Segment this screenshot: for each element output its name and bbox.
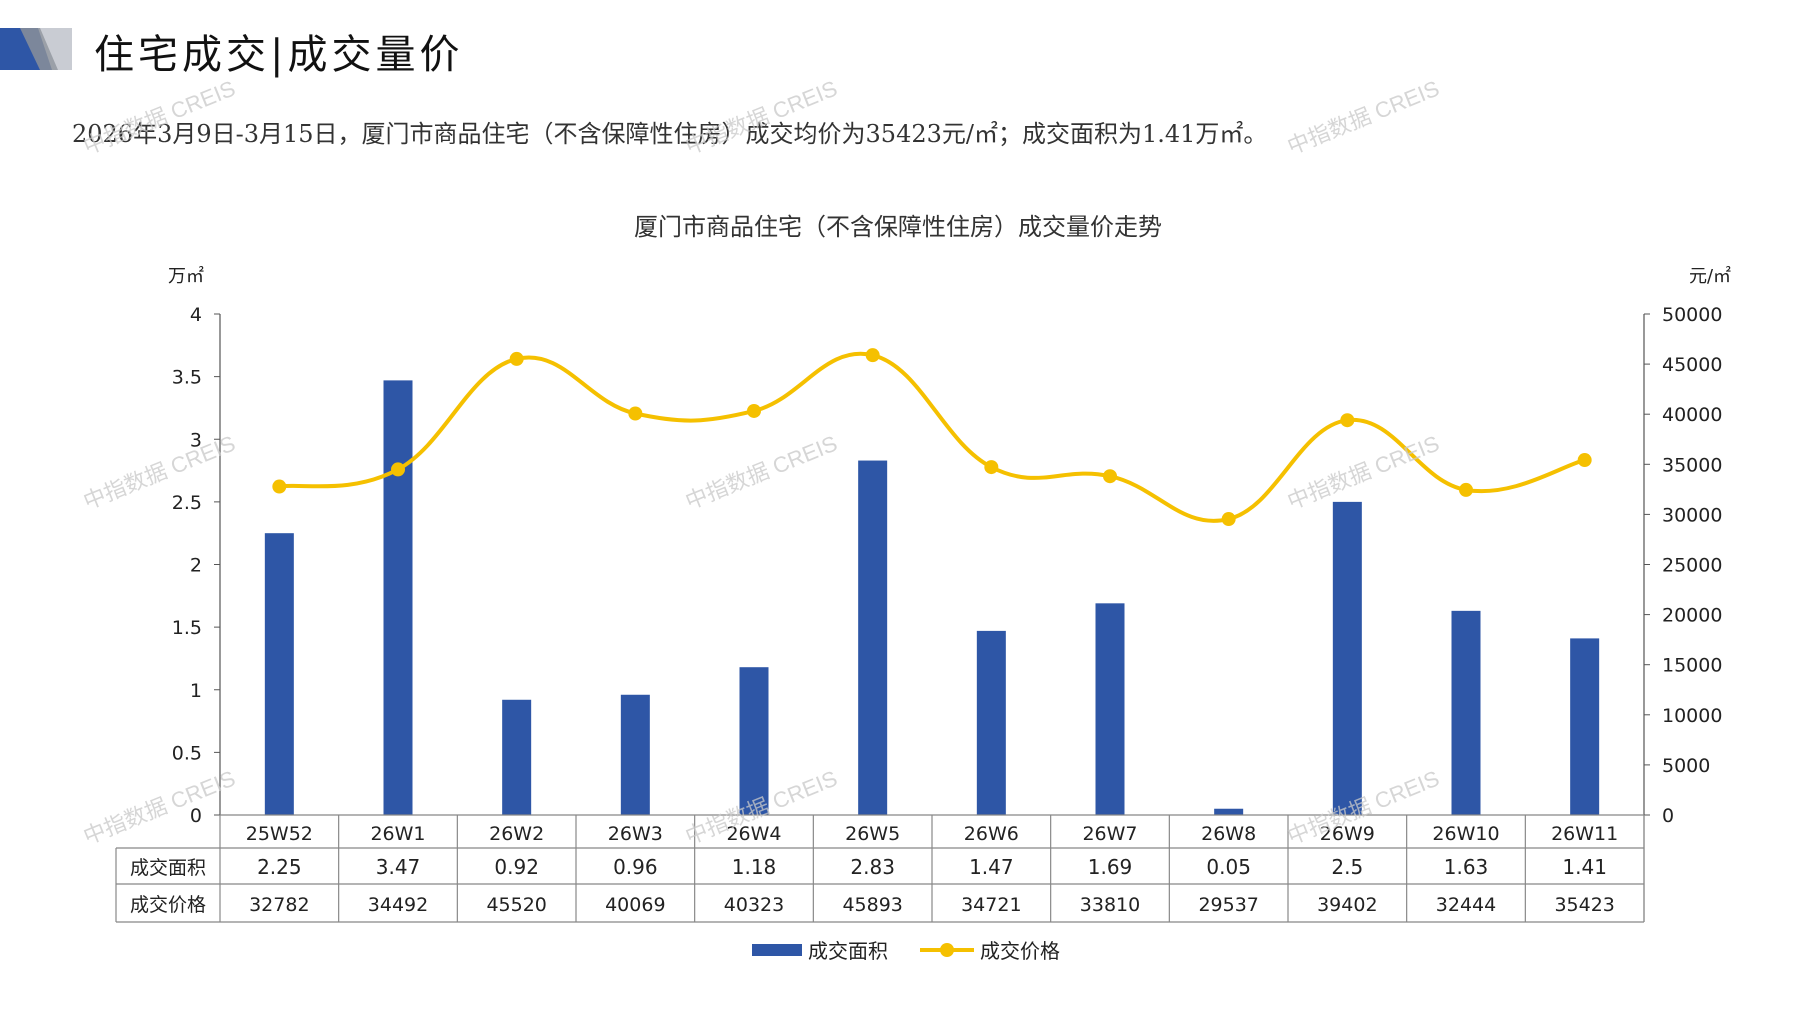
table-row-header-成交价格: 成交价格 [130, 894, 206, 916]
x-axis-tick-label: 26W7 [1082, 823, 1137, 845]
table-cell-成交价格: 35423 [1554, 894, 1614, 916]
x-axis-tick-label: 26W8 [1201, 823, 1256, 845]
x-axis-tick-label: 26W9 [1320, 823, 1375, 845]
chart-title: 厦门市商品住宅（不含保障性住房）成交量价走势 [634, 213, 1162, 241]
point-成交价格-26W6 [984, 460, 999, 475]
table-cell-成交面积: 1.47 [969, 855, 1014, 879]
bar-成交面积-26W10 [1451, 610, 1481, 815]
bar-成交面积-26W3 [620, 694, 650, 815]
left-axis-tick-label: 0 [190, 805, 202, 827]
right-axis-tick-label: 30000 [1662, 504, 1722, 526]
table-cell-成交价格: 40323 [724, 894, 784, 916]
bar-成交面积-26W7 [1095, 603, 1125, 815]
point-成交价格-26W7 [1103, 469, 1117, 484]
left-axis-tick-label: 1.5 [172, 617, 202, 639]
table-cell-成交价格: 32782 [249, 894, 309, 916]
summary-text: 2026年3月9日-3月15日，厦门市商品住宅（不含保障性住房）成交均价为354… [72, 120, 1268, 148]
right-axis-tick-label: 15000 [1662, 655, 1722, 677]
legend-label-成交价格: 成交价格 [980, 939, 1060, 963]
table-cell-成交面积: 2.5 [1331, 855, 1363, 879]
header-decoration [0, 28, 72, 70]
right-axis-tick-label: 35000 [1662, 454, 1722, 476]
bar-成交面积-26W6 [976, 630, 1006, 815]
legend: 成交面积 成交价格 [752, 939, 1060, 963]
table-cell-成交面积: 2.83 [850, 855, 895, 879]
point-成交价格-26W3 [628, 406, 643, 421]
point-成交价格-26W8 [1221, 512, 1236, 527]
legend-swatch-marker-成交价格 [940, 943, 954, 957]
left-axis-tick-label: 1 [190, 680, 202, 702]
left-axis-tick-label: 3 [190, 429, 202, 451]
table-cell-成交面积: 0.96 [613, 855, 658, 879]
right-axis-tick-label: 40000 [1662, 404, 1722, 426]
table-cell-成交面积: 2.25 [257, 855, 302, 879]
table-cell-成交价格: 33810 [1080, 894, 1140, 916]
table-cell-成交面积: 0.92 [494, 855, 539, 879]
left-axis-tick-label: 2 [190, 555, 202, 577]
bar-成交面积-26W8 [1214, 808, 1244, 815]
left-axis-tick-label: 4 [190, 304, 202, 326]
point-成交价格-26W9 [1340, 413, 1355, 428]
right-axis-tick-label: 20000 [1662, 605, 1722, 627]
point-成交价格-25W52 [272, 479, 287, 494]
table-cell-成交价格: 34721 [961, 894, 1021, 916]
point-成交价格-26W10 [1459, 482, 1473, 497]
right-axis-tick-label: 25000 [1662, 555, 1722, 577]
page-title: 住宅成交|成交量价 [94, 32, 464, 78]
table-cell-成交价格: 40069 [605, 894, 665, 916]
table-cell-成交价格: 32444 [1436, 894, 1496, 916]
table-cell-成交价格: 45893 [842, 894, 902, 916]
right-axis-tick-label: 0 [1662, 805, 1674, 827]
x-axis-tick-label: 26W11 [1551, 823, 1618, 845]
x-axis-tick-label: 26W6 [964, 823, 1019, 845]
table-cell-成交面积: 0.05 [1206, 855, 1251, 879]
x-axis-tick-label: 25W52 [246, 823, 313, 845]
x-axis-tick-label: 26W3 [608, 823, 663, 845]
table-cell-成交价格: 29537 [1198, 894, 1258, 916]
table-cell-成交面积: 1.41 [1562, 855, 1607, 879]
x-axis-tick-label: 26W5 [845, 823, 900, 845]
table-row-header-成交面积: 成交面积 [130, 857, 206, 879]
bar-成交面积-26W1 [383, 380, 413, 815]
table-cell-成交面积: 1.18 [732, 855, 777, 879]
point-成交价格-26W4 [747, 403, 761, 418]
table-cell-成交面积: 3.47 [376, 855, 421, 879]
x-axis-tick-label: 26W2 [489, 823, 544, 845]
table-cell-成交价格: 39402 [1317, 894, 1377, 916]
bar-成交面积-26W4 [739, 667, 769, 815]
point-成交价格-26W2 [509, 351, 524, 366]
right-axis-tick-label: 10000 [1662, 705, 1722, 727]
bar-成交面积-26W9 [1332, 501, 1362, 815]
x-axis-tick-label: 26W4 [726, 823, 781, 845]
right-axis-tick-label: 45000 [1662, 354, 1722, 376]
legend-swatch-成交面积 [752, 944, 802, 956]
point-成交价格-26W11 [1577, 453, 1592, 468]
table-cell-成交面积: 1.69 [1088, 855, 1133, 879]
bar-成交面积-26W5 [858, 460, 888, 815]
point-成交价格-26W5 [865, 348, 880, 363]
right-axis-unit: 元/㎡ [1689, 265, 1731, 287]
bar-成交面积-26W2 [502, 699, 532, 815]
table-cell-成交价格: 45520 [486, 894, 546, 916]
table-cell-成交价格: 34492 [368, 894, 428, 916]
bar-成交面积-26W11 [1570, 638, 1600, 815]
right-axis-tick-label: 50000 [1662, 304, 1722, 326]
left-axis-tick-label: 2.5 [172, 492, 202, 514]
right-axis-tick-label: 5000 [1662, 755, 1710, 777]
x-axis-tick-label: 26W1 [370, 823, 425, 845]
point-成交价格-26W1 [391, 462, 405, 477]
bar-成交面积-25W52 [264, 533, 294, 815]
x-axis-tick-label: 26W10 [1432, 823, 1499, 845]
series-line-成交价格 [279, 351, 1586, 523]
table-cell-成交面积: 1.63 [1444, 855, 1489, 879]
left-axis-unit: 万㎡ [168, 265, 204, 287]
left-axis-tick-label: 0.5 [172, 742, 202, 764]
left-axis-tick-label: 3.5 [172, 367, 202, 389]
legend-label-成交面积: 成交面积 [808, 939, 888, 963]
